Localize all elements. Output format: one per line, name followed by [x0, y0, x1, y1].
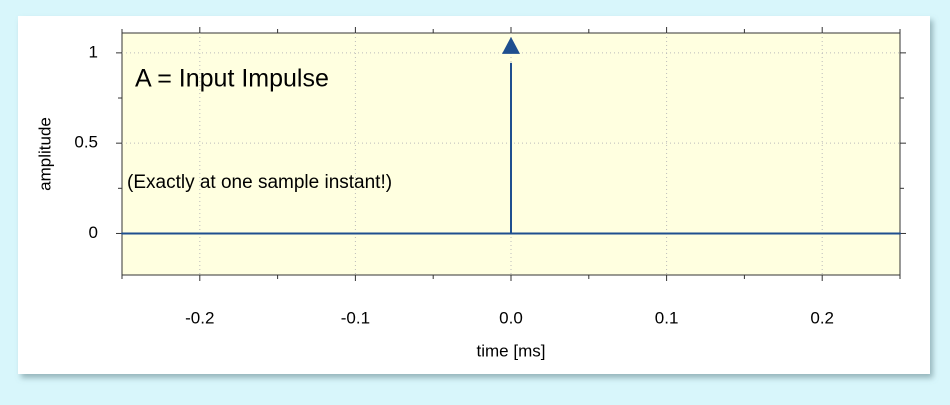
x-tick-label: -0.2 [185, 308, 214, 327]
y-tick-label: 0 [89, 223, 98, 242]
x-tick-label: 0.1 [655, 308, 679, 327]
y-tick-label: 1 [89, 42, 98, 61]
annotation: (Exactly at one sample instant!) [127, 172, 392, 193]
y-axis-label: amplitude [35, 117, 54, 191]
annotation: A = Input Impulse [135, 65, 329, 93]
x-tick-label: -0.1 [341, 308, 370, 327]
x-tick-label: 0.2 [810, 308, 834, 327]
sample [899, 232, 901, 235]
x-tick-label: 0.0 [499, 308, 523, 327]
sample [121, 232, 123, 235]
marks [121, 36, 901, 235]
x-axis-label: time [ms] [477, 341, 546, 360]
y-tick-label: 0.5 [74, 133, 98, 152]
stem-arrow [502, 36, 520, 54]
